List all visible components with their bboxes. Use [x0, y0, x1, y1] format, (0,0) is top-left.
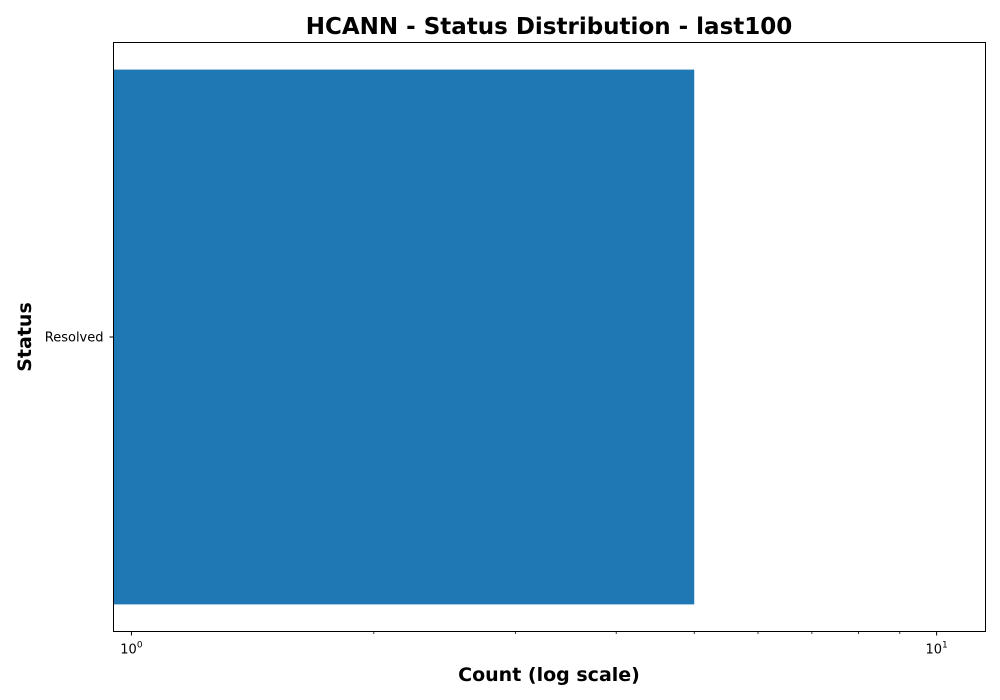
x-tick-label: 100 — [120, 641, 143, 658]
x-tick-label: 101 — [925, 641, 947, 658]
bar-resolved — [113, 69, 695, 605]
x-axis-label: Count (log scale) — [458, 664, 640, 686]
chart-title: HCANN - Status Distribution - last100 — [306, 14, 793, 40]
y-tick-label: Resolved — [45, 331, 104, 346]
x-axis-ticks: 100 101 — [120, 631, 948, 658]
y-axis-label: Status — [14, 302, 36, 372]
plot-area — [113, 69, 695, 605]
y-axis-ticks: Resolved — [45, 331, 114, 346]
